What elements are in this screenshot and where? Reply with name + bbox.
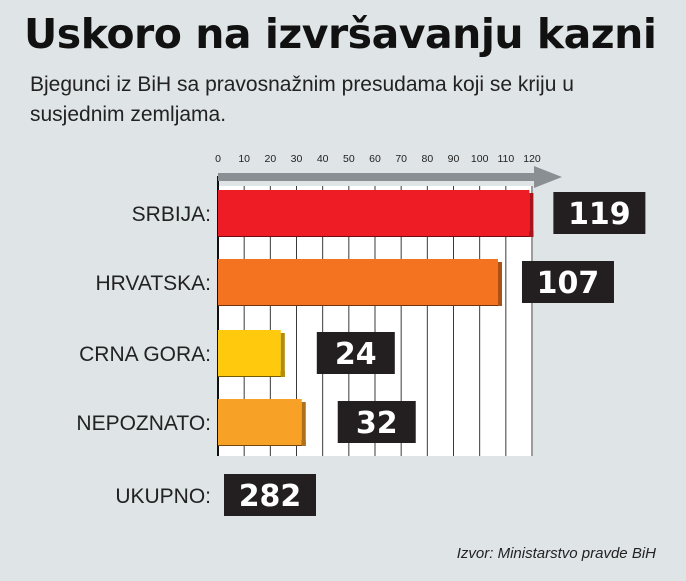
category-label: NEPOZNATO: [76,412,211,435]
chart-subtitle: Bjegunci iz BiH sa pravosnažnim presudam… [30,73,574,126]
bar-srbija [218,190,530,236]
bar-crna-gora [218,330,281,376]
total-label: UKUPNO: [115,485,211,508]
x-tick-label: 110 [497,153,514,165]
x-tick-label: 120 [523,153,541,165]
chart-title: Uskoro na izvršavanju kazni [24,10,657,58]
value-label: 107 [537,266,600,301]
value-box [521,261,614,303]
axis-arrow-head [534,166,562,188]
x-tick-label: 90 [448,153,460,165]
x-tick-label: 10 [238,153,250,165]
category-label: SRBIJA: [132,203,211,226]
x-tick-label: 50 [343,153,355,165]
bar-side [280,333,285,377]
x-tick-label: 100 [471,153,489,165]
x-tick-label: 0 [215,153,221,165]
bar-side [529,193,534,237]
value-box [316,332,395,374]
value-box [337,401,416,443]
axis-arrow-shaft [218,173,536,181]
x-tick-label: 20 [264,153,276,165]
bar-hrvatska [218,259,498,305]
x-tick-label: 70 [395,153,407,165]
value-label: 119 [568,197,631,232]
value-box [553,192,646,234]
value-label: 32 [356,406,398,441]
x-tick-label: 80 [421,153,433,165]
x-tick-label: 30 [291,153,303,165]
bar-side [497,262,502,306]
bar-nepoznato [218,399,302,445]
category-label: CRNA GORA: [79,343,211,366]
bar-side [301,402,306,446]
category-label: HRVATSKA: [95,272,211,295]
x-tick-label: 60 [369,153,381,165]
x-tick-label: 40 [317,153,329,165]
total-value: 282 [239,479,302,514]
total-value-box [224,474,316,516]
source-note: Izvor: Ministarstvo pravde BiH [456,545,656,562]
value-label: 24 [335,337,377,372]
